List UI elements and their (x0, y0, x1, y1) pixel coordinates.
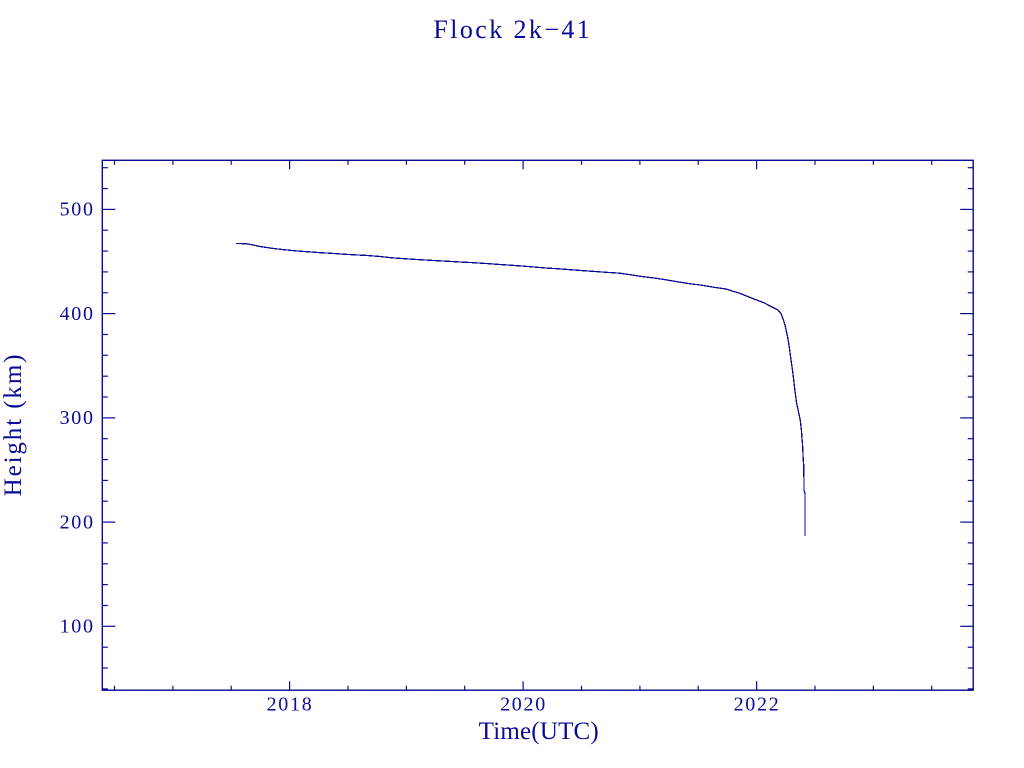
svg-text:100: 100 (60, 616, 95, 638)
svg-text:Flock 2k−41: Flock 2k−41 (433, 15, 592, 44)
svg-text:Time(UTC): Time(UTC) (479, 718, 599, 745)
svg-text:Height (km): Height (km) (0, 353, 27, 497)
svg-text:300: 300 (60, 407, 95, 429)
svg-text:2018: 2018 (267, 694, 314, 716)
svg-text:200: 200 (60, 511, 95, 533)
svg-text:400: 400 (60, 303, 95, 325)
svg-text:2022: 2022 (734, 694, 781, 716)
svg-text:500: 500 (60, 199, 95, 221)
svg-text:2020: 2020 (500, 694, 547, 716)
